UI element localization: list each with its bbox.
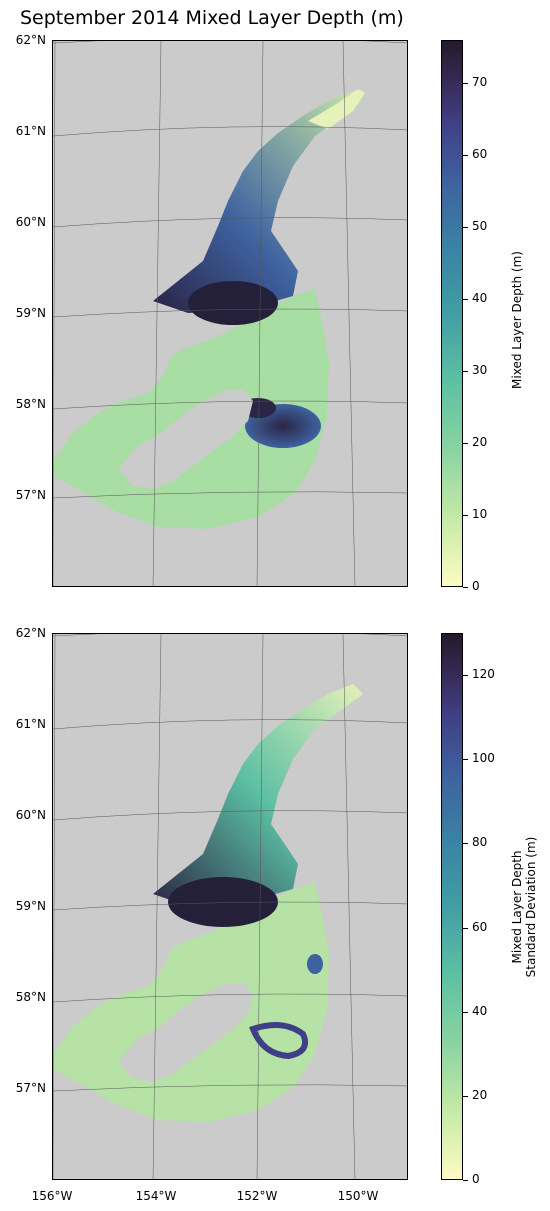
- colorbar-tick-label: 60: [472, 147, 488, 162]
- shelf-loop: [249, 1022, 309, 1060]
- colorbar-tick: [463, 675, 468, 677]
- colorbar-tick: [463, 299, 468, 301]
- colorbar-tick-label: 40: [472, 1003, 488, 1018]
- lon-label-150w: 150°W: [337, 1189, 379, 1203]
- top-map-svg: [53, 41, 407, 586]
- kodiak-island: [118, 982, 253, 1082]
- colorbar-tick: [463, 927, 468, 929]
- trinity-islands: [121, 1130, 145, 1140]
- lat-label-58n: 58°N: [15, 990, 46, 1004]
- lat-label-61n: 61°N: [15, 124, 46, 138]
- trinity-islands: [121, 537, 145, 547]
- colorbar-tick-label: 20: [472, 435, 488, 450]
- top-map-panel: [52, 40, 408, 587]
- colorbar-tick: [463, 443, 468, 445]
- figure-title: September 2014 Mixed Layer Depth (m): [20, 7, 404, 29]
- lon-label-152w: 152°W: [236, 1189, 278, 1203]
- colorbar-tick: [463, 843, 468, 845]
- top-colorbar: [441, 40, 463, 587]
- central-basin-deep: [188, 281, 278, 325]
- colorbar-tick-label: 0: [472, 1172, 480, 1186]
- lat-label-58n: 58°N: [15, 397, 46, 411]
- colorbar-tick-label: 80: [472, 835, 488, 850]
- lat-label-61n: 61°N: [15, 717, 46, 731]
- cook-inlet: [153, 684, 363, 906]
- colorbar-tick-label: 120: [472, 667, 495, 682]
- bottom-map-panel: [52, 633, 408, 1180]
- lat-label-59n: 59°N: [15, 306, 46, 320]
- upper-inlet-light: [308, 89, 365, 129]
- trinity-islands-2: [140, 535, 158, 543]
- kodiak-island: [118, 389, 253, 489]
- lat-label-57n: 57°N: [15, 1081, 46, 1095]
- lat-label-62n: 62°N: [15, 33, 46, 47]
- colorbar-tick: [463, 587, 468, 588]
- cook-inlet: [153, 91, 363, 313]
- lon-label-154w: 154°W: [135, 1189, 177, 1203]
- colorbar-tick-label: 50: [472, 219, 488, 234]
- colorbar-tick-label: 40: [472, 291, 488, 306]
- lat-label-57n: 57°N: [15, 488, 46, 502]
- colorbar-tick-label: 70: [472, 75, 488, 90]
- colorbar-tick-label: 20: [472, 1087, 488, 1102]
- top-colorbar-label: Mixed Layer Depth (m): [510, 251, 524, 389]
- small-deep-patch: [307, 954, 323, 974]
- colorbar-tick: [463, 371, 468, 373]
- colorbar-tick-label: 100: [472, 751, 495, 766]
- graticule: [53, 41, 407, 586]
- colorbar-tick: [463, 1011, 468, 1013]
- lat-label-60n: 60°N: [15, 215, 46, 229]
- colorbar-tick: [463, 227, 468, 229]
- lon-label-156w: 156°W: [31, 1189, 73, 1203]
- colorbar-tick: [463, 1180, 468, 1181]
- bottom-colorbar-label-line2: Standard Deviation (m): [524, 836, 538, 978]
- trinity-islands-2: [140, 1128, 158, 1136]
- colorbar-tick: [463, 1095, 468, 1097]
- colorbar-tick: [463, 155, 468, 157]
- colorbar-tick-label: 30: [472, 363, 488, 378]
- colorbar-tick-label: 0: [472, 579, 480, 593]
- colorbar-tick-label: 10: [472, 507, 488, 522]
- colorbar-tick: [463, 515, 468, 517]
- lat-label-60n: 60°N: [15, 808, 46, 822]
- lat-label-62n: 62°N: [15, 626, 46, 640]
- colorbar-tick: [463, 759, 468, 761]
- lat-label-59n: 59°N: [15, 899, 46, 913]
- bottom-map-svg: [53, 634, 407, 1179]
- bottom-colorbar-label-line1: Mixed Layer Depth: [510, 850, 524, 964]
- central-basin-deep: [168, 877, 278, 927]
- colorbar-tick-label: 60: [472, 919, 488, 934]
- colorbar-tick: [463, 83, 468, 85]
- bottom-colorbar: [441, 633, 463, 1180]
- graticule: [53, 634, 407, 1179]
